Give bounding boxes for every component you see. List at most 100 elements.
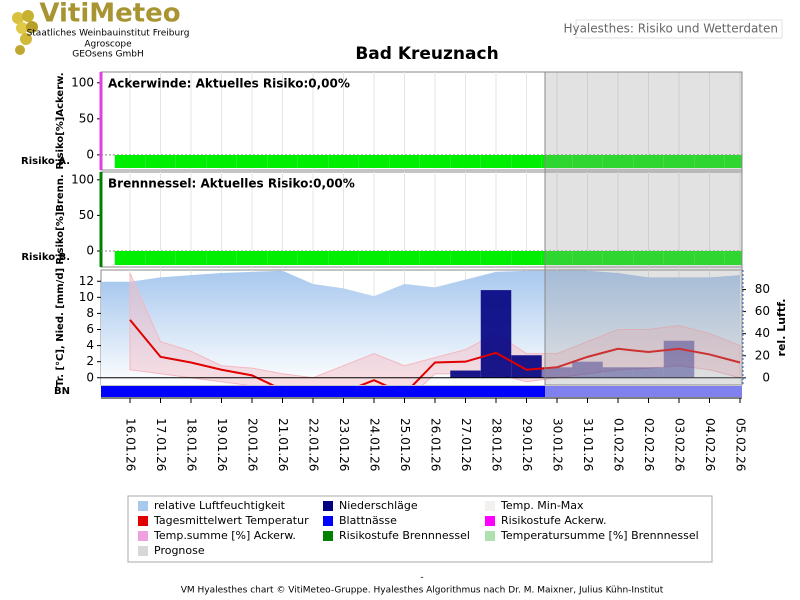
- risk-level: [419, 155, 451, 168]
- legend-label: Temp.summe [%] Ackerw.: [153, 529, 296, 542]
- y2-tick-label: 40: [755, 326, 770, 340]
- logo: [12, 10, 38, 55]
- y2-axis-label: rel. Luftf.: [775, 299, 788, 357]
- risk-level: [145, 251, 176, 265]
- risk-level: [724, 251, 742, 265]
- risk-level: [724, 155, 742, 168]
- risk-level: [572, 155, 603, 168]
- risk-level: [450, 251, 481, 265]
- x-tick-label: 28.01.26: [490, 418, 504, 471]
- x-tick-label: 25.01.26: [398, 418, 412, 471]
- precip-bar: [450, 370, 481, 378]
- y2-tick-label: 0: [762, 370, 770, 384]
- legend-swatch: [323, 516, 333, 526]
- precip-bar: [541, 367, 573, 378]
- risk-level: [114, 155, 146, 168]
- y-tick-label: 50: [79, 111, 94, 125]
- legend-label: Risikostufe Ackerw.: [501, 514, 606, 527]
- y-tick-label: 8: [86, 306, 94, 320]
- y-tick-label: 0: [86, 147, 94, 161]
- x-tick-label: 05.02.26: [734, 418, 748, 471]
- legend-swatch: [485, 516, 495, 526]
- x-tick-label: 31.01.26: [581, 418, 595, 471]
- y-tick-label: 0: [86, 370, 94, 384]
- risk-level: [572, 251, 603, 265]
- panel: [100, 71, 743, 171]
- y2-tick-label: 20: [755, 348, 770, 362]
- leaf-wetness: [101, 386, 545, 397]
- risk-level: [694, 251, 725, 265]
- risk-level: [328, 251, 359, 265]
- legend-swatch: [323, 531, 333, 541]
- chart-title: Bad Kreuznach: [355, 44, 498, 64]
- leaf-wetness-forecast: [545, 386, 742, 397]
- risk-level: [663, 155, 695, 168]
- risk-level: [633, 251, 664, 265]
- y2-tick-label: 80: [755, 282, 770, 296]
- risk-level: [480, 251, 512, 265]
- org: Agroscope: [84, 40, 132, 50]
- org: Staatliches Weinbauinstitut Freiburg: [27, 29, 190, 39]
- y-axis-label: Risiko[%]Brenn.: [55, 174, 66, 264]
- legend-swatch: [485, 501, 495, 511]
- risk-level: [541, 251, 573, 265]
- app-title: Hyalesthes: Risiko und Wetterdaten: [563, 22, 778, 36]
- precip-bar: [633, 367, 664, 378]
- risk-level: [633, 155, 664, 168]
- org: GEOsens GmbH: [72, 50, 143, 60]
- legend-label: Risikostufe Brennnessel: [339, 529, 470, 542]
- risk-level: [663, 251, 695, 265]
- risk-level: [175, 155, 207, 168]
- legend-swatch: [323, 501, 333, 511]
- risk-level: [389, 155, 420, 168]
- y-tick-label: 4: [86, 338, 94, 352]
- plot: [101, 270, 741, 385]
- humidity-left: [101, 281, 130, 385]
- risk-level: [511, 155, 542, 168]
- footer-dash: -: [420, 573, 423, 583]
- risk-level: [297, 251, 329, 265]
- x-tick-label: 18.01.26: [185, 418, 199, 471]
- x-tick-label: 01.02.26: [612, 418, 626, 471]
- precip-bar: [602, 367, 634, 378]
- risk-level: [480, 155, 512, 168]
- x-tick-label: 19.01.26: [215, 418, 229, 471]
- risk-level: [358, 155, 390, 168]
- risk-level: [602, 251, 634, 265]
- precip-bar: [572, 361, 603, 378]
- x-tick-label: 23.01.26: [337, 418, 351, 471]
- footer: VM Hyalesthes chart © VitiMeteo-Gruppe. …: [181, 586, 664, 596]
- precip-bar: [663, 340, 695, 378]
- app-box: [575, 19, 783, 39]
- x-tick-label: 30.01.26: [551, 418, 565, 471]
- y-axis-label: Tr. [°C], Nied. [mm/d]: [55, 268, 66, 387]
- legend-label: Prognose: [154, 544, 205, 557]
- risk-level: [175, 251, 207, 265]
- risk-level: [206, 155, 237, 168]
- y-tick-label: 100: [71, 75, 94, 89]
- risk-level: [267, 155, 298, 168]
- risk-level: [145, 155, 176, 168]
- x-tick-label: 22.01.26: [307, 418, 321, 471]
- temp-line: [129, 319, 741, 385]
- x-tick-label: 24.01.26: [368, 418, 382, 471]
- y-tick-label: 0: [86, 243, 94, 257]
- legend-label: relative Luftfeuchtigkeit: [154, 499, 286, 512]
- risk-level: [541, 155, 573, 168]
- legend-swatch: [138, 501, 148, 511]
- y2-tick-label: 60: [755, 304, 770, 318]
- x-tick-label: 26.01.26: [429, 418, 443, 471]
- legend-swatch: [138, 516, 148, 526]
- legend-label: Temperatursumme [%] Brennnessel: [500, 529, 699, 542]
- risk-level: [602, 155, 634, 168]
- x-tick-label: 27.01.26: [459, 418, 473, 471]
- y-tick-label: 100: [71, 172, 94, 186]
- x-tick-label: 20.01.26: [246, 418, 260, 471]
- x-tick-label: 04.02.26: [703, 418, 717, 471]
- legend-label: Blattnässe: [339, 514, 397, 527]
- risk-level: [358, 251, 390, 265]
- y-tick-label: 6: [86, 322, 94, 336]
- y-tick-label: 10: [79, 290, 94, 304]
- legend-swatch: [138, 531, 148, 541]
- x-tick-label: 21.01.26: [276, 418, 290, 471]
